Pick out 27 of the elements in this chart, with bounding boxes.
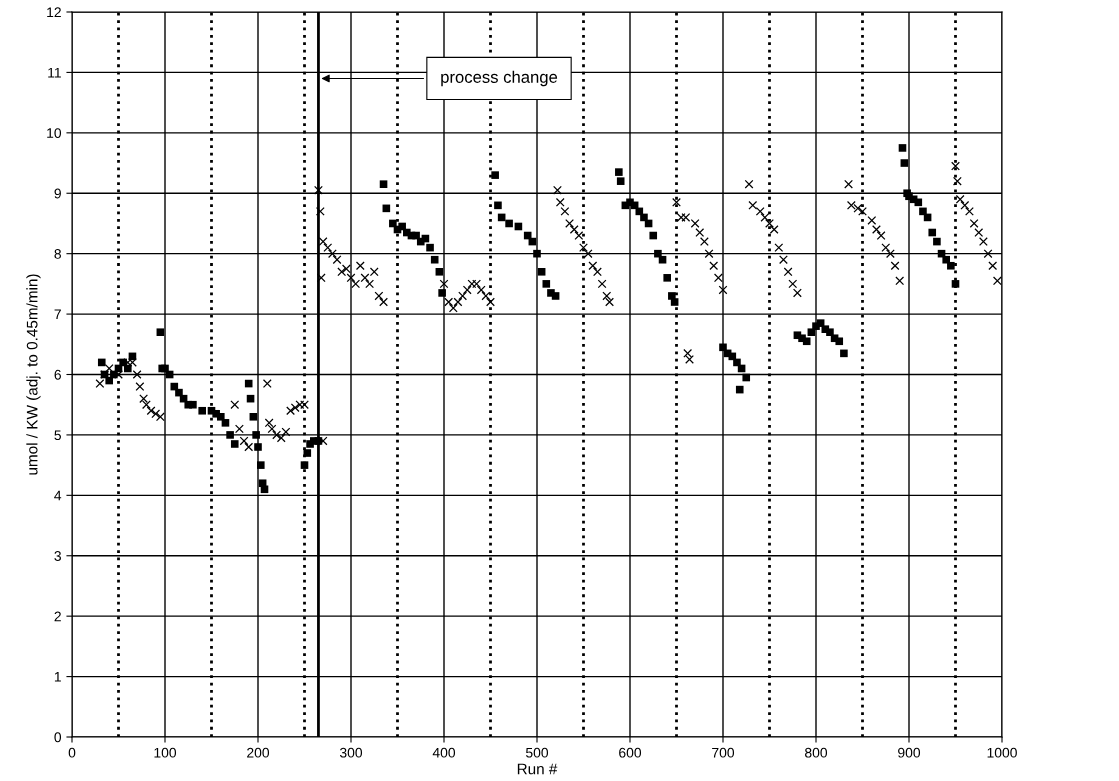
x-tick-label: 100 [154, 747, 177, 758]
y-tick-label: 7 [54, 309, 61, 320]
y-axis-title: umol / KW (adj. to 0.45m/min) [26, 274, 41, 475]
x-tick-label: 1000 [987, 747, 1017, 758]
y-tick-label: 11 [48, 67, 61, 78]
y-tick-label: 5 [54, 430, 61, 441]
x-tick-label: 500 [525, 747, 549, 758]
x-axis-title: Run # [517, 763, 558, 775]
x-tick-label: 700 [712, 747, 735, 758]
y-tick-label: 6 [54, 369, 61, 380]
y-tick-label: 9 [54, 188, 61, 199]
y-tick-label: 2 [54, 611, 61, 622]
x-tick-label: 200 [247, 747, 270, 758]
x-tick-label: 900 [898, 747, 921, 758]
y-tick-label: 1 [54, 672, 61, 682]
y-tick-label: 4 [54, 490, 62, 501]
x-tick-label: 300 [339, 747, 363, 758]
y-tick-label: 3 [54, 551, 61, 561]
ref-line-label: process change [441, 70, 558, 87]
y-tick-label: 0 [54, 732, 62, 743]
x-tick-label: 400 [432, 747, 456, 758]
y-tick-label: 10 [47, 128, 62, 138]
x-tick-label: 800 [805, 747, 828, 758]
x-tick-label: 600 [619, 747, 642, 758]
y-tick-label: 12 [47, 7, 61, 18]
y-tick-label: 8 [54, 249, 61, 259]
x-tick-label: 0 [68, 747, 76, 758]
